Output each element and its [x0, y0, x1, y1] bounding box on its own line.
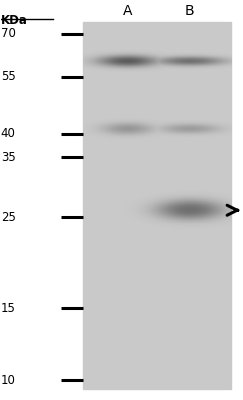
Text: 25: 25	[1, 211, 16, 224]
Bar	[83, 22, 231, 390]
Text: B: B	[185, 4, 195, 18]
Text: 35: 35	[1, 151, 16, 164]
Text: 70: 70	[1, 28, 16, 40]
Text: 15: 15	[1, 302, 16, 315]
Text: KDa: KDa	[1, 14, 27, 27]
Text: 55: 55	[1, 70, 16, 84]
Text: 10: 10	[1, 374, 16, 387]
Text: A: A	[123, 4, 132, 18]
Text: 40: 40	[1, 127, 16, 140]
